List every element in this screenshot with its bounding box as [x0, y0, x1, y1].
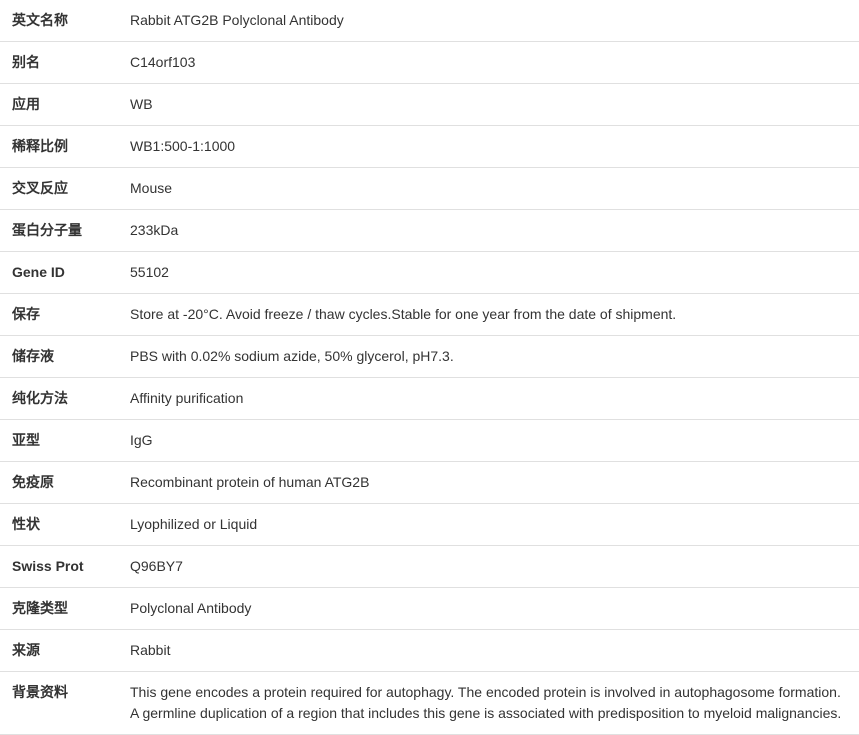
row-value: Polyclonal Antibody: [130, 598, 847, 619]
row-label: 来源: [12, 640, 130, 661]
row-value: Rabbit ATG2B Polyclonal Antibody: [130, 10, 847, 31]
row-label: Gene ID: [12, 262, 130, 283]
row-label: 性状: [12, 514, 130, 535]
row-value: Q96BY7: [130, 556, 847, 577]
table-row: 性状 Lyophilized or Liquid: [0, 504, 859, 546]
row-label: 应用: [12, 94, 130, 115]
table-row: 别名 C14orf103: [0, 42, 859, 84]
row-label: 储存液: [12, 346, 130, 367]
table-row: Swiss Prot Q96BY7: [0, 546, 859, 588]
row-label: 别名: [12, 52, 130, 73]
row-label: Swiss Prot: [12, 556, 130, 577]
properties-table: 英文名称 Rabbit ATG2B Polyclonal Antibody 别名…: [0, 0, 859, 735]
table-row: 英文名称 Rabbit ATG2B Polyclonal Antibody: [0, 0, 859, 42]
row-value: Mouse: [130, 178, 847, 199]
row-value: C14orf103: [130, 52, 847, 73]
row-value: IgG: [130, 430, 847, 451]
table-row: 来源 Rabbit: [0, 630, 859, 672]
table-row: 纯化方法 Affinity purification: [0, 378, 859, 420]
row-value: WB: [130, 94, 847, 115]
table-row: 克隆类型 Polyclonal Antibody: [0, 588, 859, 630]
table-row: Gene ID 55102: [0, 252, 859, 294]
table-row: 亚型 IgG: [0, 420, 859, 462]
row-label: 纯化方法: [12, 388, 130, 409]
table-row: 保存 Store at -20°C. Avoid freeze / thaw c…: [0, 294, 859, 336]
row-label: 免疫原: [12, 472, 130, 493]
table-row: 应用 WB: [0, 84, 859, 126]
row-label: 保存: [12, 304, 130, 325]
table-row: 蛋白分子量 233kDa: [0, 210, 859, 252]
table-row: 储存液 PBS with 0.02% sodium azide, 50% gly…: [0, 336, 859, 378]
row-value: Rabbit: [130, 640, 847, 661]
row-value: Affinity purification: [130, 388, 847, 409]
table-row: 稀释比例 WB1:500-1:1000: [0, 126, 859, 168]
row-label: 亚型: [12, 430, 130, 451]
row-label: 克隆类型: [12, 598, 130, 619]
row-value: 233kDa: [130, 220, 847, 241]
row-label: 英文名称: [12, 10, 130, 31]
row-value: PBS with 0.02% sodium azide, 50% glycero…: [130, 346, 847, 367]
table-row: 交叉反应 Mouse: [0, 168, 859, 210]
row-label: 背景资料: [12, 682, 130, 703]
row-value: This gene encodes a protein required for…: [130, 682, 847, 724]
row-value: 55102: [130, 262, 847, 283]
row-value: WB1:500-1:1000: [130, 136, 847, 157]
row-label: 稀释比例: [12, 136, 130, 157]
row-label: 交叉反应: [12, 178, 130, 199]
table-row: 免疫原 Recombinant protein of human ATG2B: [0, 462, 859, 504]
row-value: Recombinant protein of human ATG2B: [130, 472, 847, 493]
row-value: Store at -20°C. Avoid freeze / thaw cycl…: [130, 304, 847, 325]
row-label: 蛋白分子量: [12, 220, 130, 241]
table-row: 背景资料 This gene encodes a protein require…: [0, 672, 859, 735]
row-value: Lyophilized or Liquid: [130, 514, 847, 535]
